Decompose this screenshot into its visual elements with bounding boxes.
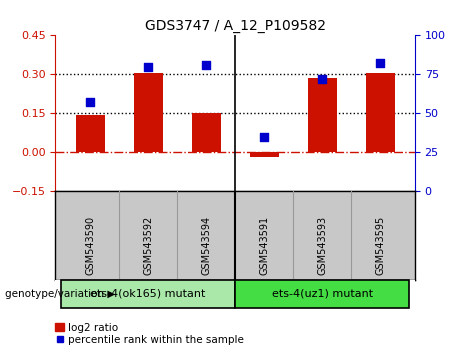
- Point: [260, 134, 268, 139]
- Text: GSM543592: GSM543592: [143, 216, 153, 275]
- Bar: [192, 113, 221, 152]
- Text: GSM543593: GSM543593: [317, 216, 327, 275]
- Point: [86, 99, 94, 105]
- Text: ets-4(uz1) mutant: ets-4(uz1) mutant: [272, 289, 372, 299]
- Text: GSM543591: GSM543591: [259, 216, 269, 275]
- Bar: [307, 78, 337, 152]
- Point: [377, 61, 384, 66]
- Bar: [366, 73, 395, 152]
- Bar: [249, 152, 278, 158]
- Text: GSM543595: GSM543595: [375, 216, 385, 275]
- Bar: [134, 73, 163, 152]
- Title: GDS3747 / A_12_P109582: GDS3747 / A_12_P109582: [145, 19, 325, 33]
- Text: genotype/variation ▶: genotype/variation ▶: [5, 289, 115, 299]
- Bar: [76, 115, 105, 152]
- Legend: log2 ratio, percentile rank within the sample: log2 ratio, percentile rank within the s…: [51, 318, 248, 349]
- Text: GSM543590: GSM543590: [85, 216, 95, 275]
- Point: [144, 64, 152, 69]
- Point: [319, 76, 326, 82]
- Point: [202, 62, 210, 68]
- Bar: [235, 280, 409, 308]
- Text: ets-4(ok165) mutant: ets-4(ok165) mutant: [90, 289, 206, 299]
- Bar: [61, 280, 235, 308]
- Text: GSM543594: GSM543594: [201, 216, 211, 275]
